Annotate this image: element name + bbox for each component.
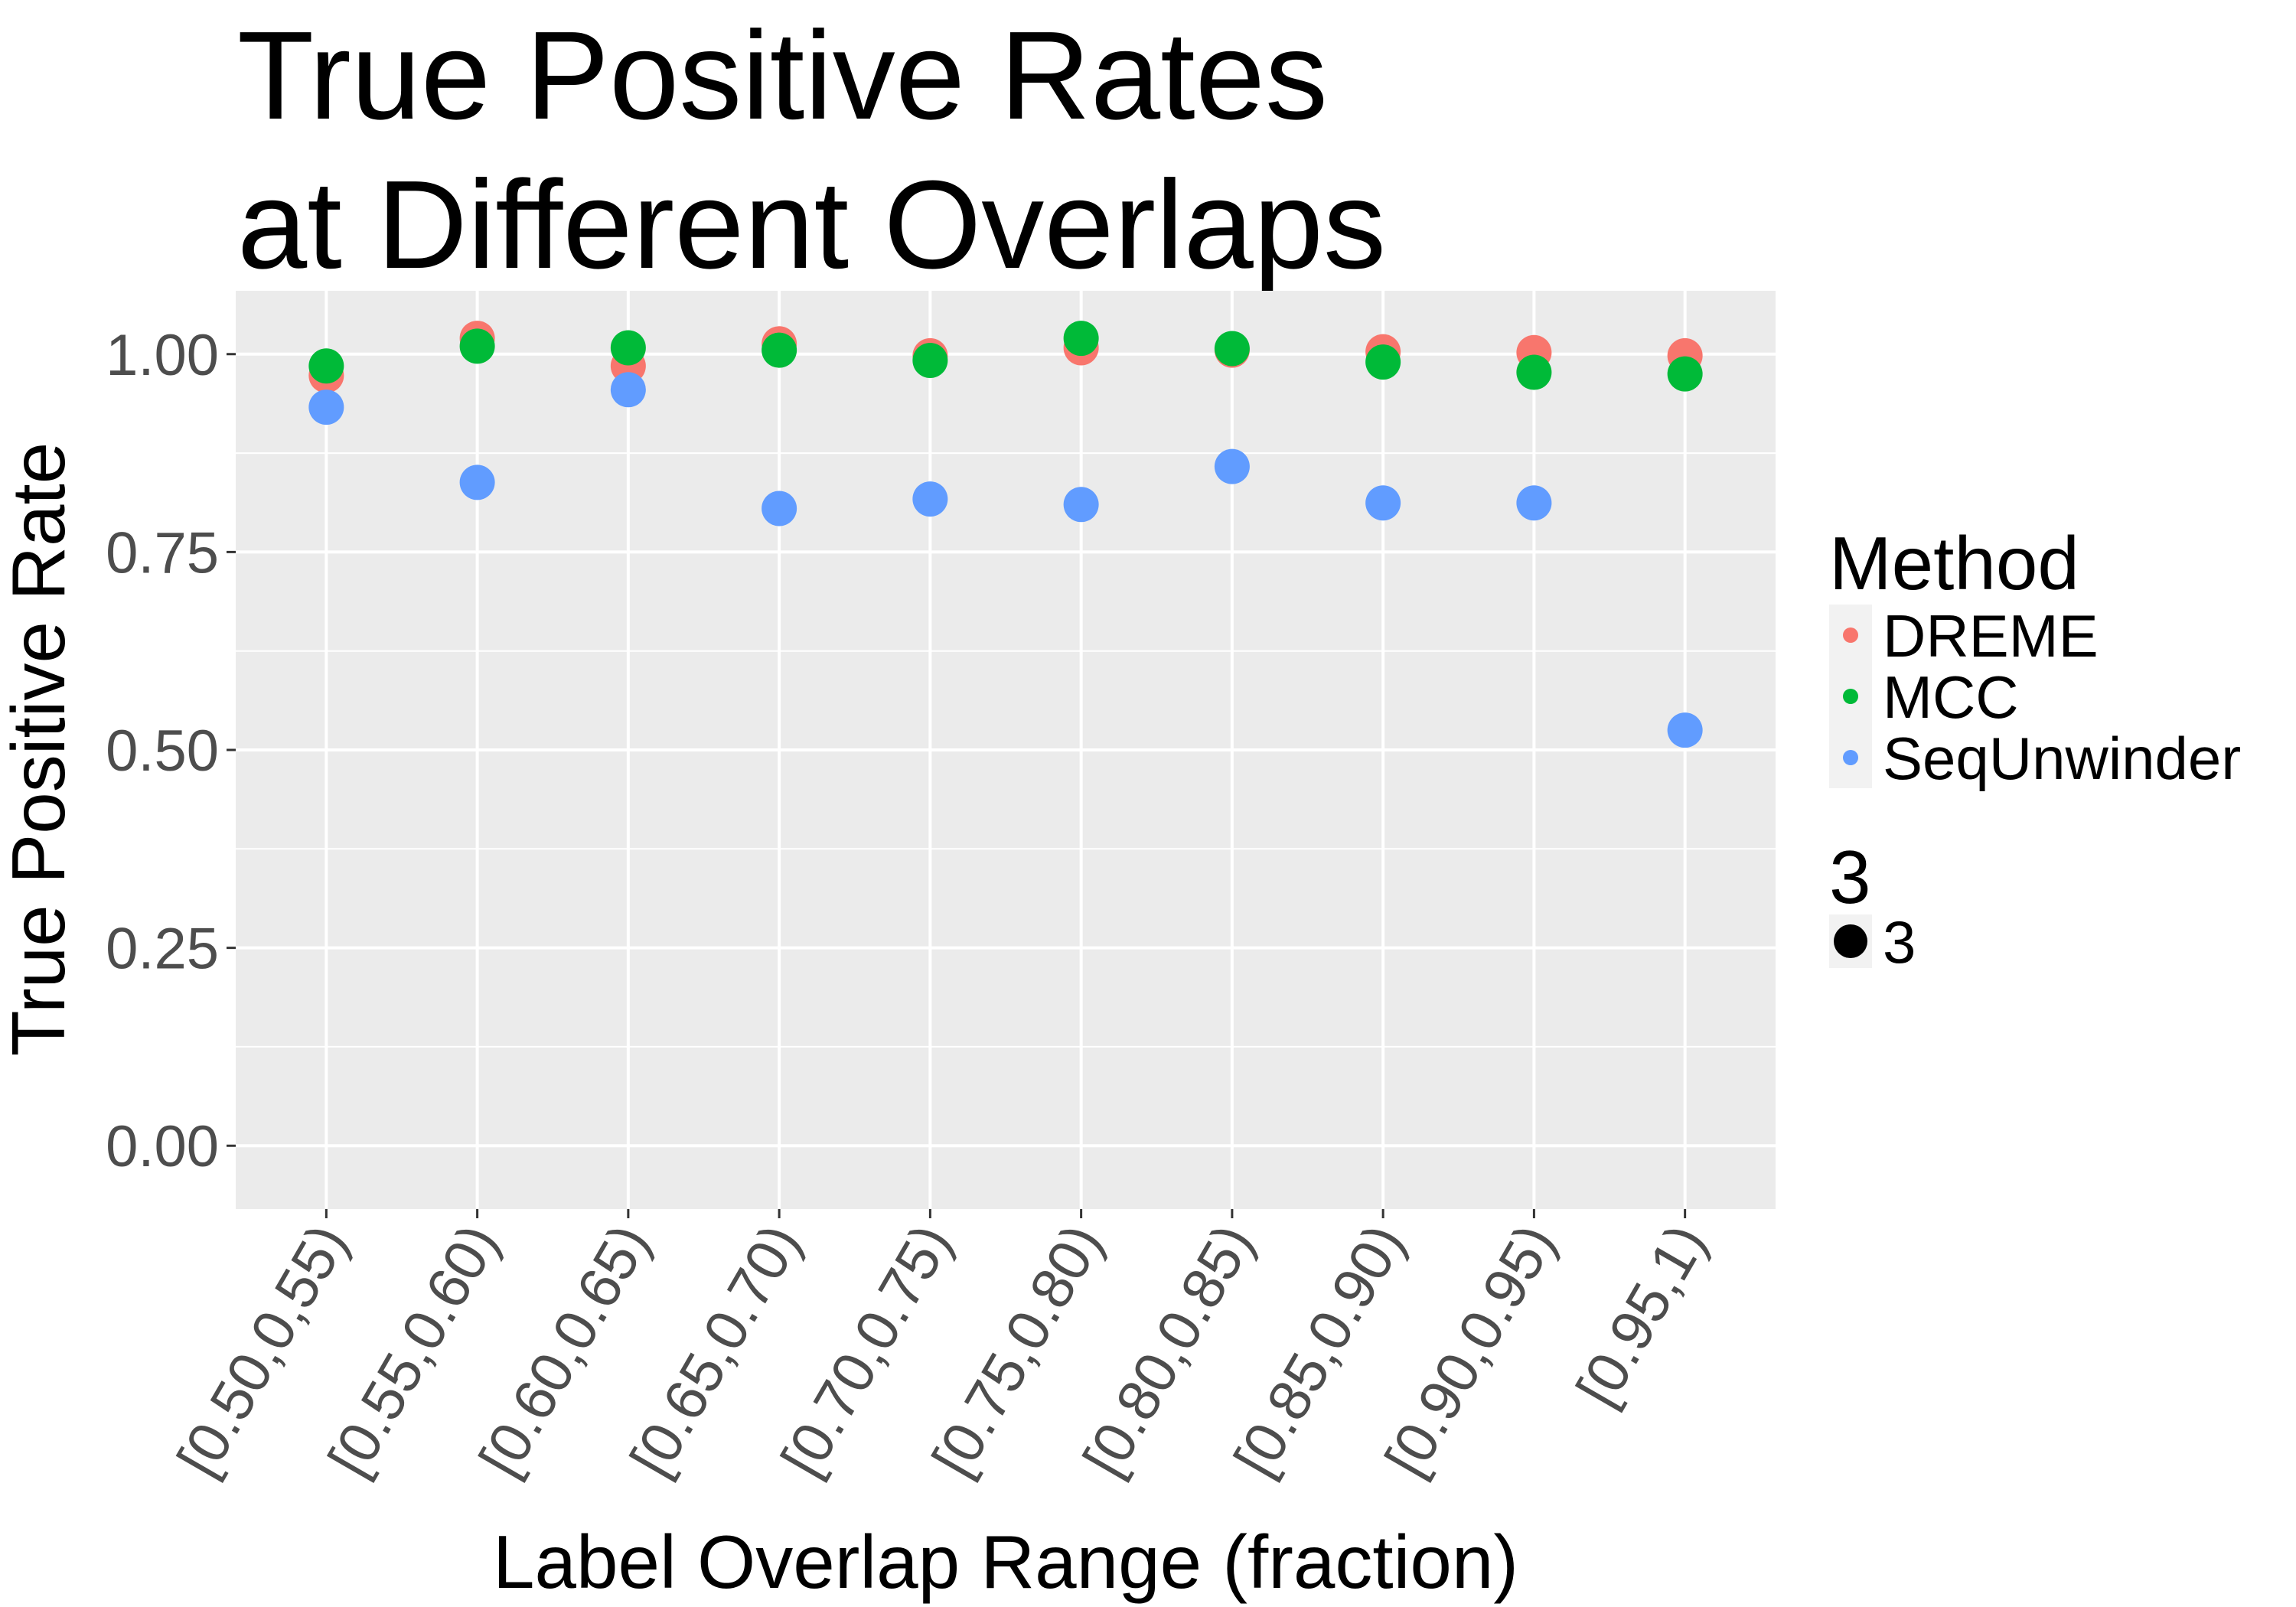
legend-label-sequnwinder: SeqUnwinder [1883, 725, 2241, 792]
data-points [308, 321, 1703, 748]
y-tick-label: 0.50 [106, 719, 219, 784]
chart-title-line-2: at Different Overlaps [237, 155, 1386, 295]
x-tick-label: [0.95,1) [1564, 1214, 1719, 1417]
legend-label-size: 3 [1883, 908, 1916, 976]
x-axis-title: Label Overlap Range (fraction) [493, 1520, 1518, 1604]
point-sequnwinder [1365, 485, 1401, 521]
point-sequnwinder [308, 390, 344, 425]
chart-title-line-1: True Positive Rates [237, 5, 1328, 145]
point-sequnwinder [762, 491, 797, 526]
legend-label-mcc: MCC [1883, 663, 2019, 731]
grid-minor [236, 452, 1776, 1048]
legend-title-method: Method [1829, 521, 2079, 605]
point-mcc [308, 348, 344, 384]
point-mcc [1667, 356, 1703, 392]
point-sequnwinder [1063, 487, 1099, 523]
y-tick-label: 1.00 [106, 323, 219, 388]
y-axis-title: True Positive Rate [0, 442, 80, 1056]
legend-key-dreme [1843, 627, 1858, 643]
y-axis: 0.00 0.25 0.50 0.75 1.00 [106, 323, 236, 1179]
legend-title-size: 3 [1829, 835, 1871, 919]
y-tick-label: 0.25 [106, 917, 219, 982]
point-mcc [762, 332, 797, 368]
legend-key-sequnwinder [1843, 750, 1858, 765]
point-sequnwinder [1667, 712, 1703, 748]
point-mcc [610, 330, 646, 366]
y-tick-label: 0.75 [106, 520, 219, 585]
legend-key-size [1834, 924, 1867, 958]
point-sequnwinder [459, 464, 495, 500]
x-axis: [0.50,0,55)[0.55,0.60)[0.60,0.65)[0.65,0… [165, 1209, 1719, 1487]
legend-key-mcc [1843, 689, 1858, 704]
point-sequnwinder [1214, 448, 1250, 484]
point-sequnwinder [1516, 485, 1552, 521]
y-tick-label: 0.00 [106, 1114, 219, 1179]
point-mcc [459, 328, 495, 364]
point-mcc [1365, 344, 1401, 380]
point-sequnwinder [610, 372, 646, 408]
point-mcc [1214, 331, 1250, 367]
point-mcc [912, 343, 948, 379]
point-mcc [1516, 354, 1552, 390]
legend-size: 3 3 [1829, 835, 1916, 976]
point-sequnwinder [912, 481, 948, 517]
point-mcc [1063, 321, 1099, 357]
legend-label-dreme: DREME [1883, 602, 2099, 670]
